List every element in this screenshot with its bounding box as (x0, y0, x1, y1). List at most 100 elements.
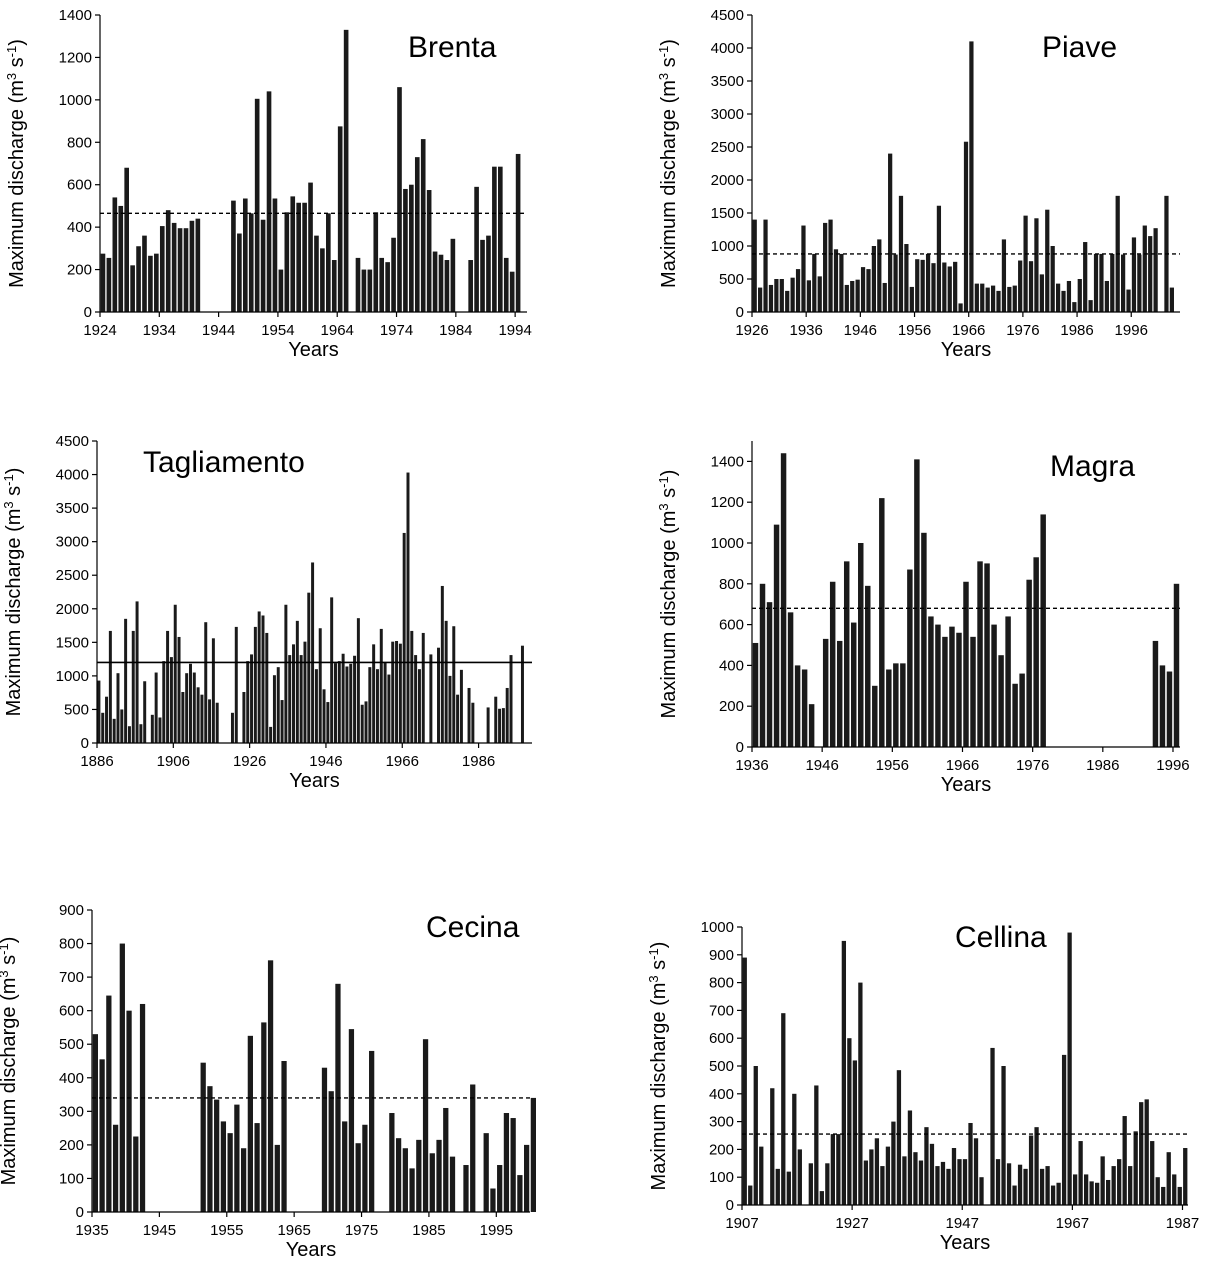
bar (105, 696, 109, 743)
bar (220, 1121, 227, 1212)
y-tick-label: 4500 (711, 7, 744, 24)
bar (375, 669, 379, 743)
bar (758, 287, 763, 312)
bar (124, 167, 129, 312)
bar (307, 592, 311, 743)
bar (893, 254, 898, 312)
bar (204, 622, 208, 743)
y-axis-label: Maximum discharge (m3 s-1) (656, 470, 680, 719)
bar (874, 1138, 880, 1205)
bar (773, 524, 780, 747)
bar (131, 630, 135, 743)
y-tick-label: 700 (59, 969, 84, 986)
x-tick-label: 1986 (1086, 757, 1119, 774)
bar (1001, 1066, 1006, 1205)
bar (1077, 279, 1082, 312)
bar (1066, 280, 1072, 312)
x-tick-label: 1994 (498, 322, 531, 339)
bar (1161, 1186, 1166, 1205)
bar (742, 957, 747, 1205)
bar (230, 712, 234, 743)
bar (266, 91, 272, 313)
bar (361, 269, 367, 312)
bar (231, 200, 236, 313)
bar (486, 707, 490, 743)
bar (274, 1144, 280, 1212)
x-tick-label: 1984 (439, 322, 472, 339)
x-tick-label: 1966 (386, 753, 419, 770)
bar (882, 282, 887, 312)
y-tick-label: 400 (719, 657, 744, 674)
bar (1166, 1152, 1171, 1205)
x-tick-label: 1924 (83, 322, 116, 339)
bar (421, 632, 425, 743)
bar (505, 687, 509, 743)
bar (379, 257, 385, 312)
y-tick-label: 1000 (56, 668, 89, 685)
bar (879, 498, 885, 747)
bar (234, 1104, 240, 1212)
y-tick-label: 500 (719, 271, 744, 288)
bar (902, 1156, 907, 1205)
bar (426, 190, 432, 312)
y-tick-label: 2000 (56, 601, 89, 618)
bar (112, 718, 116, 743)
bar (836, 1134, 841, 1205)
bar (116, 673, 120, 743)
bar (931, 263, 936, 312)
bar (272, 675, 276, 743)
x-axis-label: Years (941, 774, 991, 796)
bar (995, 1159, 1001, 1205)
x-tick-label: 1974 (380, 322, 413, 339)
bar (278, 269, 284, 312)
bar (833, 249, 839, 312)
bar (1172, 1174, 1177, 1205)
bar (1088, 300, 1093, 312)
bar (345, 666, 349, 743)
bar (953, 261, 958, 312)
bar (1056, 1182, 1061, 1205)
y-axis-label: Maximum discharge (m3 s-1) (0, 937, 20, 1186)
bar (450, 238, 456, 312)
bar (990, 285, 996, 312)
y-tick-label: 200 (709, 1141, 734, 1158)
bar (970, 636, 976, 747)
bar (328, 1091, 334, 1212)
bar (139, 1003, 146, 1212)
x-tick-label: 1967 (1056, 1215, 1089, 1232)
bar (383, 662, 387, 743)
bar (918, 1160, 924, 1205)
bar (314, 669, 318, 743)
bar (403, 188, 408, 312)
bar (781, 1013, 786, 1205)
bar (786, 1171, 791, 1205)
bar (432, 251, 438, 312)
bar (438, 254, 444, 312)
bar (337, 126, 343, 313)
bar (852, 1060, 858, 1205)
bar (227, 1133, 233, 1212)
bar (440, 585, 444, 743)
bar (467, 687, 471, 743)
bar (136, 246, 141, 312)
bar (1012, 285, 1017, 312)
bar (292, 644, 295, 743)
bar (331, 260, 337, 312)
bar (171, 222, 177, 312)
y-tick-label: 4000 (711, 40, 744, 57)
bar (449, 1156, 456, 1212)
y-tick-label: 400 (709, 1086, 734, 1103)
y-tick-label: 600 (59, 1003, 84, 1020)
x-tick-label: 1965 (277, 1222, 310, 1239)
bar (893, 663, 899, 747)
bar (254, 1123, 260, 1212)
bar (250, 654, 254, 743)
bar (1169, 287, 1174, 312)
bar (1183, 1148, 1188, 1205)
bar (1148, 236, 1153, 312)
bar (1089, 1181, 1094, 1205)
x-tick-label: 1886 (80, 753, 113, 770)
bar (752, 642, 759, 747)
y-tick-label: 100 (709, 1169, 734, 1186)
bar (173, 604, 177, 743)
